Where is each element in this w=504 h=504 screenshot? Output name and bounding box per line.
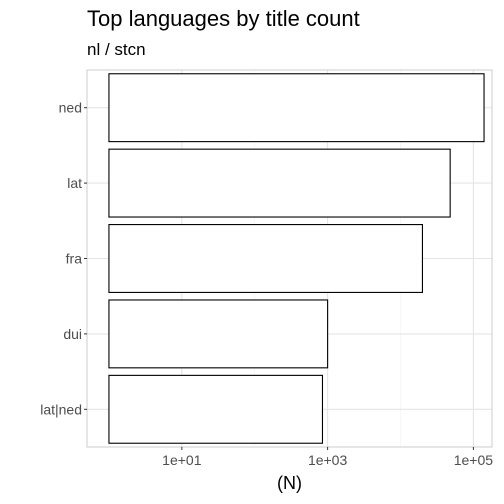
x-tick-label: 1e+05 (454, 452, 494, 468)
chart-title: Top languages by title count (87, 6, 360, 31)
y-axis: ned lat fra dui lat|ned (40, 100, 87, 417)
y-tick-label: ned (59, 100, 82, 116)
bar-fra (108, 224, 423, 293)
y-tick-label: lat|ned (40, 401, 82, 417)
bar-lat-ned (108, 374, 324, 444)
x-tick-label: 1e+03 (308, 452, 348, 468)
chart-subtitle: nl / stcn (87, 40, 146, 59)
y-tick-label: lat (67, 175, 82, 191)
bar-lat (108, 148, 451, 218)
y-tick-label: fra (66, 251, 83, 267)
bars (108, 73, 485, 444)
x-tick-label: 1e+01 (162, 452, 202, 468)
x-axis: 1e+01 1e+03 1e+05 (162, 447, 493, 468)
x-axis-title: (N) (277, 473, 302, 493)
bar-dui (108, 299, 329, 369)
y-tick-label: dui (63, 326, 82, 342)
bar-ned (108, 73, 485, 143)
